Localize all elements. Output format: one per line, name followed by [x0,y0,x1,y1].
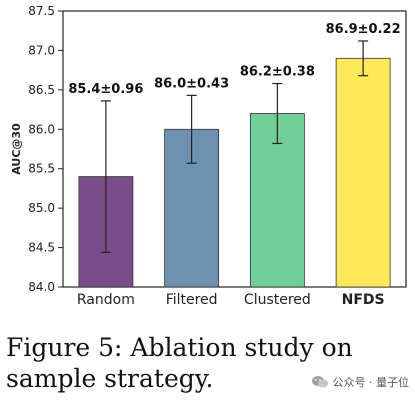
error-bars [100,40,369,253]
data-labels: 85.4±0.96 86.0±0.43 86.2±0.38 86.9±0.22 [68,22,400,97]
y-tick-label: 87.5 [28,4,55,18]
y-tick-label: 85.0 [28,201,55,215]
y-tick-label: 84.5 [28,241,55,255]
data-label-filtered: 86.0±0.43 [154,76,229,91]
caption-line-1: Figure 5: Ablation study on [6,333,353,362]
bar-nfds [335,57,391,288]
data-label-clustered: 86.2±0.38 [240,65,315,80]
x-category-label-nfds: NFDS [342,292,385,308]
bars [78,57,391,288]
y-tick-label: 84.0 [28,280,55,294]
wechat-icon [311,376,328,388]
watermark: 公众号 · 量子位 [311,374,410,390]
x-axis-categories: Random Filtered Clustered NFDS [77,292,385,308]
watermark-text: 公众号 · 量子位 [332,376,410,389]
y-axis-ticks: 84.0 84.5 85.0 85.5 86.0 86.5 87.0 87.5 [28,4,63,294]
y-tick-label: 86.0 [28,122,55,136]
x-category-label-random: Random [77,292,135,308]
data-label-random: 85.4±0.96 [68,82,143,97]
y-tick-label: 85.5 [28,162,55,176]
y-axis-title: AUC@30 [10,123,23,175]
data-label-nfds: 86.9±0.22 [326,22,401,37]
y-tick-label: 87.0 [28,43,55,57]
x-category-label-filtered: Filtered [166,292,218,308]
plot-frame [62,10,407,288]
figure-caption: Figure 5: Ablation study on sample strat… [6,332,415,394]
y-tick-label: 86.5 [28,83,55,97]
caption-line-2: sample strategy. [6,364,214,393]
x-category-label-clustered: Clustered [244,292,311,308]
bar-chart: 84.0 84.5 85.0 85.5 86.0 86.5 87.0 87.5 85.4±0.… [10,4,407,308]
chart-axes [62,10,407,288]
